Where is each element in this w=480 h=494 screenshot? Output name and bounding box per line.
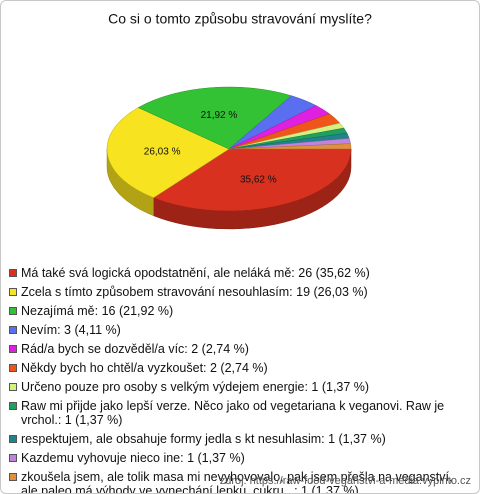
legend-label: Nevím: 3 (4,11 %)	[21, 323, 121, 337]
legend-item: Určeno pouze pro osoby s velkým výdejem …	[9, 380, 464, 394]
legend-swatch	[9, 435, 17, 443]
legend-label: Má také svá logická opodstatnění, ale ne…	[21, 266, 370, 280]
legend-label: Někdy bych ho chtěl/a vyzkoušet: 2 (2,74…	[21, 361, 268, 375]
slice	[106, 107, 230, 198]
slice	[152, 148, 352, 212]
legend-label: Určeno pouze pro osoby s velkým výdejem …	[21, 380, 370, 394]
slice-label: 21,92 %	[201, 110, 238, 121]
legend-label: Zcela s tímto způsobem stravování nesouh…	[21, 285, 368, 299]
legend-swatch	[9, 326, 17, 334]
legend-item: Zcela s tímto způsobem stravování nesouh…	[9, 285, 464, 299]
legend-swatch	[9, 473, 17, 481]
legend-swatch	[9, 383, 17, 391]
legend-label: Rád/a bych se dozvěděl/a víc: 2 (2,74 %)	[21, 342, 249, 356]
legend-swatch	[9, 288, 17, 296]
legend-swatch	[9, 307, 17, 315]
legend-label: Kazdemu vyhovuje nieco ine: 1 (1,37 %)	[21, 451, 245, 465]
legend-swatch	[9, 269, 17, 277]
legend-item: Raw mi přijde jako lepší verze. Něco jak…	[9, 399, 464, 427]
legend: Má také svá logická opodstatnění, ale ne…	[9, 266, 464, 494]
legend-item: zkoušela jsem, ale tolik masa mi nevyhov…	[9, 470, 464, 494]
slice	[137, 86, 293, 150]
legend-item: Někdy bych ho chtěl/a vyzkoušet: 2 (2,74…	[9, 361, 464, 375]
legend-item: Nevím: 3 (4,11 %)	[9, 323, 464, 337]
slice-label: 26,03 %	[144, 147, 181, 158]
legend-label: Raw mi přijde jako lepší verze. Něco jak…	[21, 399, 445, 427]
legend-label: Nezajímá mě: 16 (21,92 %)	[21, 304, 174, 318]
slice	[228, 143, 352, 150]
legend-item: Rád/a bych se dozvěděl/a víc: 2 (2,74 %)	[9, 342, 464, 356]
source: zdroj: https://raw-food-veganstvi-a-medi…	[219, 475, 471, 487]
legend-item: respektujem, ale obsahuje formy jedla s …	[9, 432, 464, 446]
legend-swatch	[9, 402, 17, 410]
legend-swatch	[9, 454, 17, 462]
legend-swatch	[9, 364, 17, 372]
legend-item: Kazdemu vyhovuje nieco ine: 1 (1,37 %)	[9, 451, 464, 465]
legend-label: respektujem, ale obsahuje formy jedla s …	[21, 432, 386, 446]
legend-item: Má také svá logická opodstatnění, ale ne…	[9, 266, 464, 280]
slice-label: 35,62 %	[240, 174, 277, 185]
legend-label: zkoušela jsem, ale tolik masa mi nevyhov…	[21, 470, 453, 494]
legend-item: Nezajímá mě: 16 (21,92 %)	[9, 304, 464, 318]
chart-title: Co si o tomto způsobu stravování myslíte…	[108, 11, 372, 27]
pie-area: Co si o tomto způsobu stravování myslíte…	[106, 11, 372, 230]
legend-swatch	[9, 345, 17, 353]
